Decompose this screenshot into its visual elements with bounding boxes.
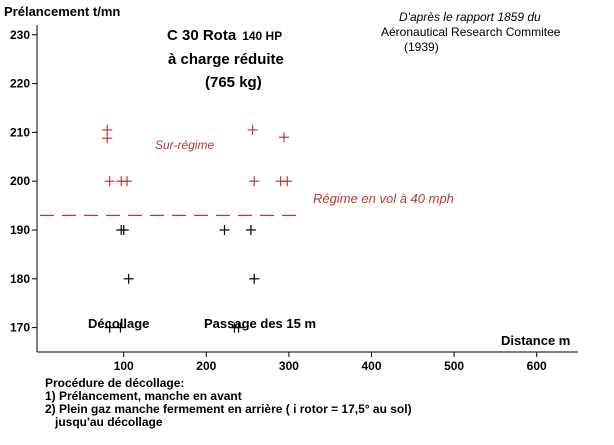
source-line-3: (1939) bbox=[404, 40, 439, 54]
data-point-marker bbox=[247, 124, 258, 135]
y-axis-label: Prélancement t/mn bbox=[4, 4, 121, 19]
annotation-passage: Passage des 15 m bbox=[204, 316, 317, 331]
chart-title-line-2: à charge réduite bbox=[168, 51, 284, 68]
procedure-step-2-continued: jusqu'au décollage bbox=[55, 415, 163, 429]
data-point-marker bbox=[245, 224, 256, 235]
data-point-marker bbox=[102, 133, 113, 144]
data-point-marker bbox=[118, 224, 129, 235]
chart-title-line-3: (765 kg) bbox=[205, 74, 262, 91]
y-tick-label: 190 bbox=[10, 223, 30, 237]
data-point-marker bbox=[123, 273, 134, 284]
data-point-marker bbox=[249, 176, 260, 187]
x-tick-label: 100 bbox=[114, 359, 134, 373]
procedure-heading: Procédure de décollage: bbox=[45, 376, 185, 390]
x-axis-label: Distance m bbox=[501, 333, 571, 348]
data-point-marker bbox=[104, 176, 115, 187]
axis-ticks: 100 200 300 400 500 600 170 180 190 200 210 220 230 bbox=[10, 28, 547, 373]
annotation-surregime: Sur-régime bbox=[155, 138, 215, 152]
y-tick-label: 180 bbox=[10, 272, 30, 286]
y-tick-label: 230 bbox=[10, 28, 30, 42]
data-point-marker bbox=[233, 322, 244, 333]
reference-line-label: Régime en vol à 40 mph bbox=[313, 191, 454, 206]
data-point-marker bbox=[115, 322, 126, 333]
y-tick-label: 210 bbox=[10, 125, 30, 139]
data-point-marker bbox=[278, 132, 289, 143]
source-line-1: D'après le rapport 1859 du bbox=[399, 10, 541, 24]
x-tick-label: 300 bbox=[279, 359, 299, 373]
data-point-marker bbox=[122, 176, 133, 187]
data-point-marker bbox=[219, 224, 230, 235]
x-tick-label: 500 bbox=[444, 359, 464, 373]
source-line-2: Aéronautical Research Commitee bbox=[381, 25, 561, 39]
data-point-marker bbox=[282, 176, 293, 187]
data-point-marker bbox=[104, 322, 115, 333]
data-points bbox=[102, 124, 293, 333]
procedure-notes: Procédure de décollage: 1) Prélancement,… bbox=[45, 377, 412, 429]
x-tick-label: 600 bbox=[527, 359, 547, 373]
procedure-step-1: 1) Prélancement, manche en avant bbox=[45, 389, 242, 403]
annotation-decollage: Décollage bbox=[88, 316, 150, 331]
chart-title-model: C 30 Rota bbox=[167, 27, 237, 44]
chart-title-power: 140 HP bbox=[242, 29, 283, 43]
y-tick-label: 200 bbox=[10, 174, 30, 188]
chart-title-line-1: C 30 Rota 140 HP bbox=[167, 27, 282, 44]
data-point-marker bbox=[249, 273, 260, 284]
procedure-step-2: 2) Plein gaz manche fermement en arrière… bbox=[45, 402, 412, 416]
y-tick-label: 220 bbox=[10, 77, 30, 91]
x-tick-label: 400 bbox=[361, 359, 381, 373]
y-tick-label: 170 bbox=[10, 321, 30, 335]
x-tick-label: 200 bbox=[196, 359, 216, 373]
